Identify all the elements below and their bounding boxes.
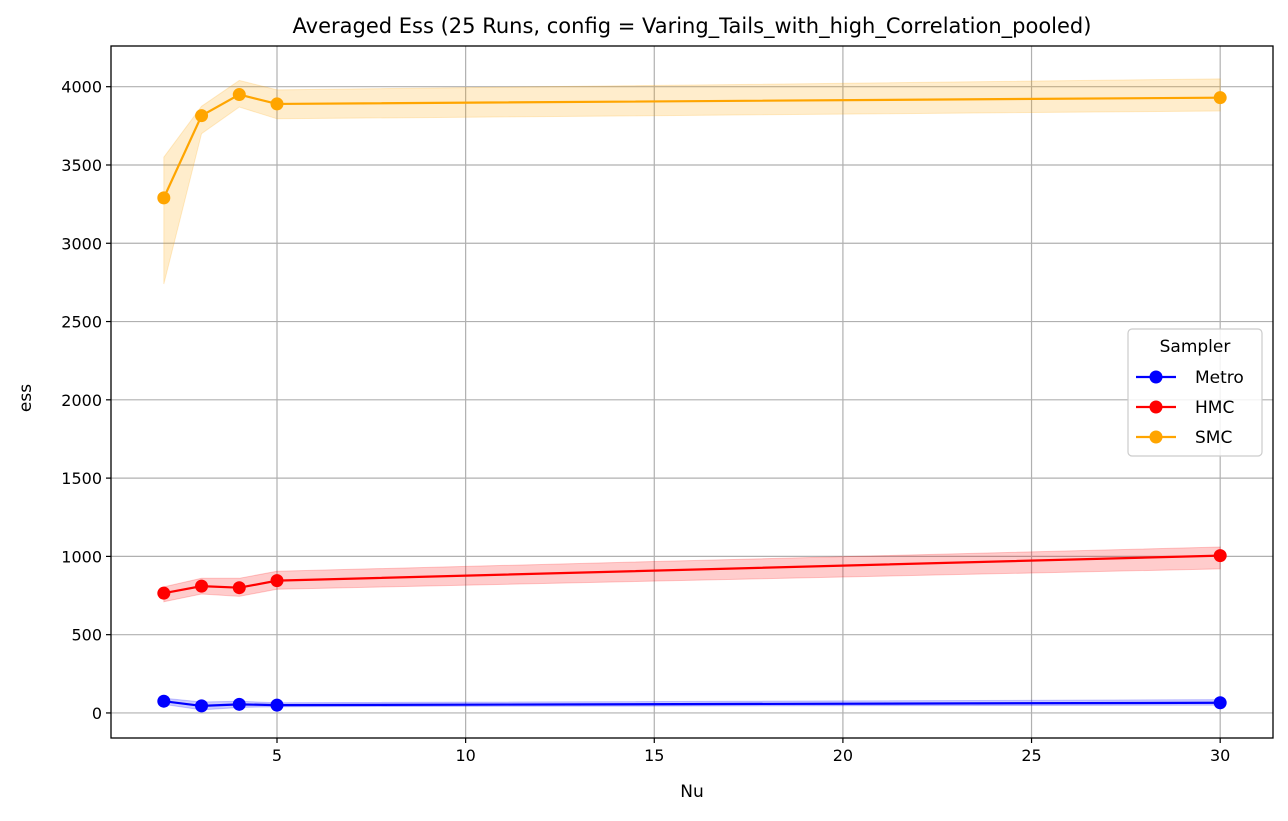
y-tick-label: 2000	[61, 391, 102, 410]
metro-data-point	[270, 698, 284, 712]
smc-data-point	[195, 109, 209, 123]
x-tick-label: 25	[1021, 746, 1041, 765]
x-tick-label: 15	[644, 746, 664, 765]
metro-data-point	[195, 699, 209, 713]
hmc-data-point	[195, 579, 209, 593]
y-tick-label: 3500	[61, 156, 102, 175]
legend-title: Sampler	[1160, 337, 1231, 357]
chart-title: Averaged Ess (25 Runs, config = Varing_T…	[293, 14, 1092, 39]
grid	[111, 46, 1273, 738]
y-tick-label: 1500	[61, 469, 102, 488]
x-tick-label: 5	[272, 746, 282, 765]
legend-marker-metro	[1149, 370, 1163, 384]
legend-marker-hmc	[1149, 400, 1163, 414]
metro-data-point	[232, 697, 246, 711]
legend-marker-smc	[1149, 430, 1163, 444]
hmc-data-point	[232, 581, 246, 595]
hmc-data-point	[270, 574, 284, 588]
legend-label-smc: SMC	[1195, 428, 1232, 448]
y-axis-label: ess	[16, 384, 36, 412]
metro-data-point	[1213, 696, 1227, 710]
y-tick-label: 500	[71, 626, 102, 645]
x-axis-ticks: 5 10 15 20 25 30	[272, 738, 1230, 765]
hmc-data-point	[157, 586, 171, 600]
smc-data-point	[157, 191, 171, 205]
x-tick-label: 20	[833, 746, 853, 765]
legend-box	[1127, 328, 1263, 457]
hmc-confidence-band	[163, 546, 1221, 603]
x-tick-label: 30	[1210, 746, 1230, 765]
smc-data-point	[1213, 91, 1227, 105]
y-tick-label: 1000	[61, 547, 102, 566]
y-axis-ticks: 0 500 1000 1500 2000 2500 3000 3500 4000	[61, 78, 111, 723]
smc-data-point	[232, 88, 246, 102]
smc-data-point	[270, 97, 284, 111]
x-tick-label: 10	[455, 746, 475, 765]
series-points	[157, 88, 1227, 713]
y-tick-label: 3000	[61, 234, 102, 253]
legend-entries: Metro HMC SMC	[1136, 368, 1244, 448]
metro-data-point	[157, 694, 171, 708]
x-axis-label: Nu	[680, 782, 704, 802]
hmc-data-point	[1213, 549, 1227, 563]
legend-label-hmc: HMC	[1195, 398, 1234, 418]
y-tick-label: 2500	[61, 313, 102, 332]
legend-label-metro: Metro	[1195, 368, 1244, 388]
plot-frame	[110, 45, 1274, 739]
legend: Sampler Metro HMC SMC	[1127, 328, 1263, 457]
y-tick-label: 0	[92, 704, 102, 723]
y-tick-label: 4000	[61, 78, 102, 97]
